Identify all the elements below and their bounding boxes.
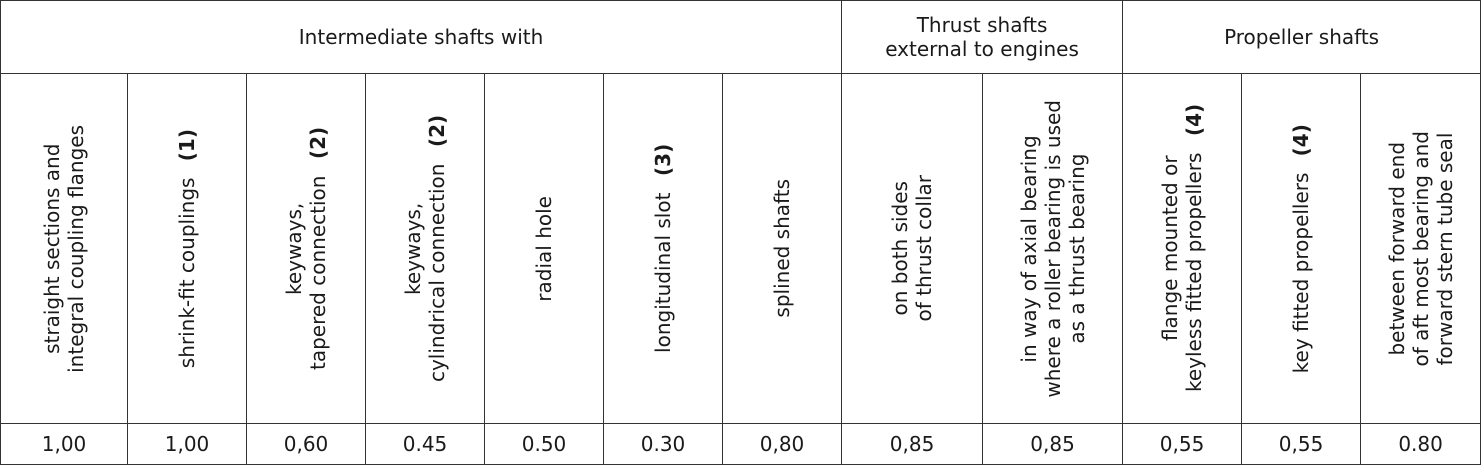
column-label: radial hole (532, 195, 556, 302)
group-intermediate-shafts: Intermediate shafts with (0, 0, 843, 74)
column-value-9: 0,85 (982, 423, 1124, 465)
group-propeller-shafts: Propeller shafts (1122, 0, 1482, 74)
column-label: on both sides of thrust collar (888, 175, 937, 322)
column-label: longitudinal slot (651, 192, 675, 353)
column-note: (2) (425, 114, 449, 148)
column-header-10: flange mounted or keyless fitted propell… (1122, 73, 1243, 424)
column-header-9: in way of axial bearing where a roller b… (982, 73, 1124, 424)
group-header-row: Intermediate shafts with Thrust shafts e… (0, 0, 1482, 74)
column-value-4: 0.45 (365, 423, 485, 465)
column-note: (1) (175, 128, 199, 162)
column-header-8: on both sides of thrust collar (841, 73, 984, 424)
column-label: keyways, cylindrical connection (401, 163, 449, 383)
column-value-2: 1,00 (127, 423, 247, 465)
column-label: splined shafts (770, 179, 795, 318)
column-value-5: 0.50 (484, 423, 604, 465)
column-value-12: 0.80 (1360, 423, 1482, 465)
column-label: flange mounted or keyless fitted propell… (1158, 153, 1207, 393)
column-value-8: 0,85 (841, 423, 984, 465)
column-label: between forward end of aft most bearing … (1384, 130, 1457, 367)
column-header-1: straight sections and integral coupling … (0, 73, 128, 424)
value-row: 1,00 1,00 0,60 0.45 0.50 0.30 0,80 0,85 0,85 0,55… (0, 423, 1482, 465)
column-value-3: 0,60 (246, 423, 366, 465)
column-label: keyways, tapered connection (282, 175, 330, 370)
column-note: (3) (651, 144, 675, 177)
group-thrust-shafts: Thrust shafts external to engines (841, 0, 1124, 74)
column-note: (4) (1289, 123, 1314, 157)
column-label: straight sections and integral coupling … (40, 124, 88, 373)
column-header-row: straight sections and integral coupling … (0, 73, 1482, 424)
column-value-7: 0,80 (721, 423, 843, 465)
column-note: (2) (306, 127, 330, 160)
column-label: shrink-fit couplings (175, 177, 199, 369)
column-header-5: radial hole (484, 73, 604, 424)
column-header-3: keyways, tapered connection (2) (246, 73, 366, 424)
column-header-4: keyways, cylindrical connection (2) (365, 73, 485, 424)
column-value-1: 1,00 (0, 423, 128, 465)
column-label: key fitted propellers (1289, 172, 1314, 374)
column-label: in way of axial bearing where a roller b… (1016, 99, 1089, 398)
column-value-11: 0,55 (1241, 423, 1362, 465)
column-header-12: between forward end of aft most bearing … (1360, 73, 1482, 424)
column-value-6: 0.30 (603, 423, 723, 465)
column-header-6: longitudinal slot (3) (603, 73, 723, 424)
column-header-2: shrink-fit couplings (1) (127, 73, 247, 424)
column-header-11: key fitted propellers (4) (1241, 73, 1362, 424)
column-header-7: splined shafts (721, 73, 843, 424)
column-note: (4) (1182, 104, 1207, 137)
column-value-10: 0,55 (1122, 423, 1243, 465)
